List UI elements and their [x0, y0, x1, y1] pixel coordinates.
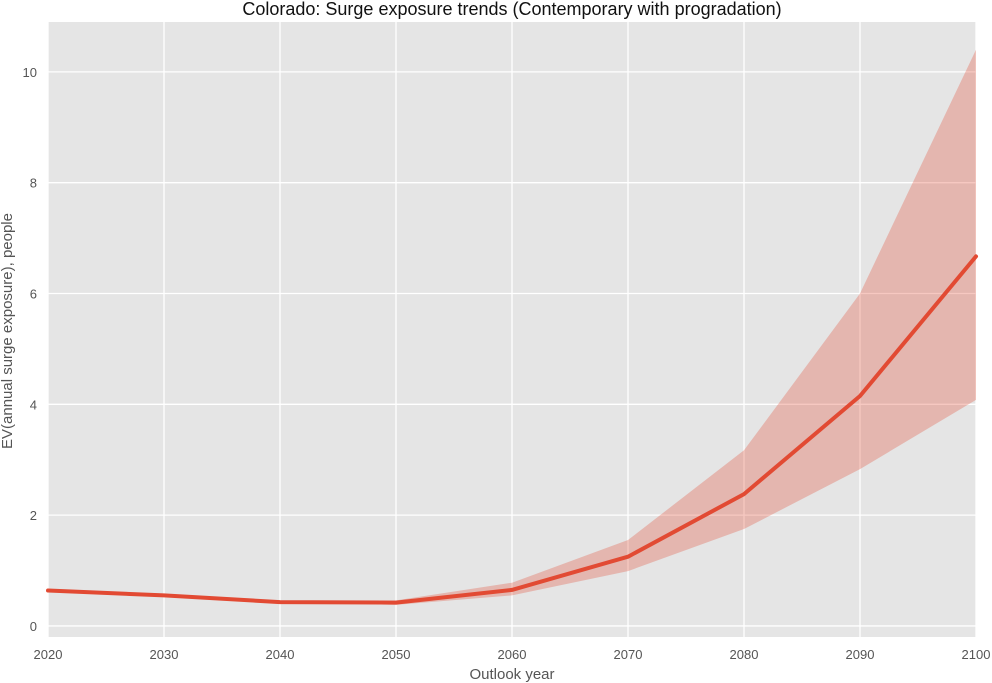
x-tick-label: 2100	[962, 647, 991, 662]
chart-title: Colorado: Surge exposure trends (Contemp…	[242, 0, 781, 19]
x-tick-label: 2050	[382, 647, 411, 662]
y-tick-label: 2	[30, 508, 37, 523]
x-tick-label: 2030	[150, 647, 179, 662]
series-line-layer	[46, 254, 978, 605]
gridlines	[47, 22, 977, 637]
y-tick-label: 10	[23, 65, 37, 80]
y-axis-label: EV(annual surge exposure), people	[0, 213, 16, 449]
x-tick-label: 2060	[498, 647, 527, 662]
x-axis-label: Outlook year	[469, 666, 554, 683]
x-tick-label: 2070	[614, 647, 643, 662]
y-axis-ticks: 0 2 4 6 8 10	[23, 65, 37, 634]
confidence-band	[48, 49, 976, 605]
x-tick-label: 2040	[266, 647, 295, 662]
x-tick-label: 2080	[730, 647, 759, 662]
x-tick-label: 2020	[34, 647, 63, 662]
x-axis-ticks: 2020 2030 2040 2050 2060 2070 2080 2090 2100	[34, 647, 991, 662]
series-line	[46, 254, 978, 605]
y-tick-label: 6	[30, 286, 37, 301]
x-tick-label: 2090	[846, 647, 875, 662]
y-tick-label: 8	[30, 176, 37, 191]
y-tick-label: 4	[30, 397, 37, 412]
confidence-band-layer	[48, 49, 976, 605]
y-tick-label: 0	[30, 619, 37, 634]
